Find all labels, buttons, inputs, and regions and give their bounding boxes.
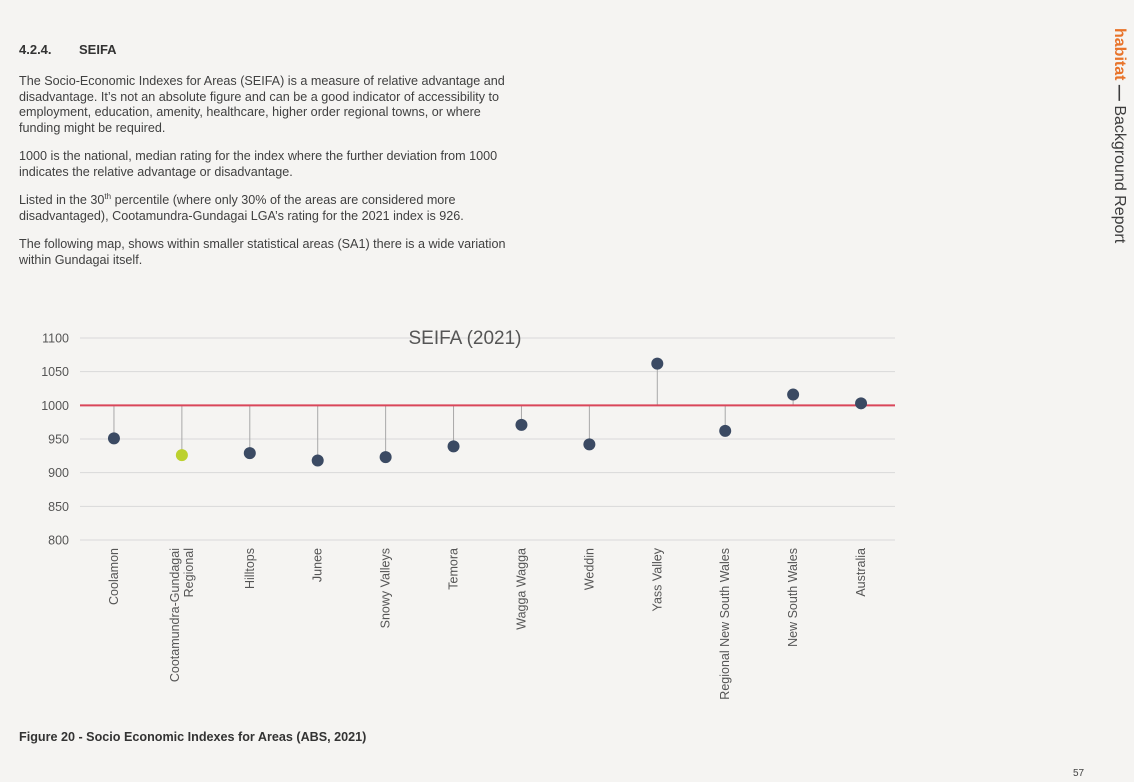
data-point: [311, 454, 324, 467]
y-tick-label: 850: [48, 500, 69, 514]
report-title: Background Report: [1111, 105, 1128, 244]
y-tick-label: 900: [48, 466, 69, 480]
y-tick-label: 800: [48, 534, 69, 548]
data-point: [175, 449, 188, 462]
brand-separator: —: [1111, 80, 1128, 106]
chart-title: SEIFA (2021): [408, 328, 521, 349]
x-category-label: Regional: [182, 548, 196, 597]
data-point: [447, 440, 460, 453]
x-category-label: Cootamundra-Gundagai: [168, 548, 182, 682]
data-point: [515, 418, 528, 431]
data-point: [855, 397, 868, 410]
data-point: [243, 447, 256, 460]
body-text: The Socio-Economic Indexes for Areas (SE…: [19, 74, 524, 281]
page-number: 57: [1073, 768, 1085, 779]
y-tick-label: 1050: [41, 365, 69, 379]
x-category-label: Regional New South Wales: [718, 548, 732, 700]
x-category-label: Weddin: [582, 548, 596, 590]
paragraph-percentile: Listed in the 30th percentile (where onl…: [19, 191, 524, 224]
percentile-text-post: percentile (where only 30% of the areas …: [19, 193, 464, 223]
side-header: habitat — Background Report: [1110, 28, 1128, 243]
figure-caption: Figure 20 - Socio Economic Indexes for A…: [19, 730, 367, 744]
x-category-label: Wagga Wagga: [514, 548, 528, 630]
data-point: [583, 438, 596, 451]
paragraph-seifa-intro: The Socio-Economic Indexes for Areas (SE…: [19, 74, 505, 135]
seifa-chart: 800 850 900 950 1000 1050 1100 SEIFA (2021) Cool…: [41, 328, 895, 700]
paragraph-median-rating: 1000 is the national, median rating for …: [19, 149, 498, 179]
data-point: [787, 388, 800, 401]
x-category-label: Junee: [311, 548, 325, 582]
section-title: SEIFA: [79, 42, 117, 57]
data-point: [107, 432, 120, 445]
data-point: [719, 424, 732, 437]
brand-logo: habitat: [1111, 28, 1128, 81]
x-category-label: Hilltops: [243, 548, 257, 589]
y-tick-label: 1000: [41, 399, 69, 413]
x-category-label: Australia: [854, 548, 868, 597]
x-category-label: Snowy Valleys: [379, 548, 393, 628]
x-category-label: Yass Valley: [650, 547, 664, 611]
x-category-label: New South Wales: [786, 548, 800, 647]
section-heading: 4.2.4. SEIFA: [19, 42, 117, 57]
x-category-label: Temora: [447, 548, 461, 590]
y-tick-label: 950: [48, 433, 69, 447]
x-category-label: Coolamon: [107, 548, 121, 605]
paragraph-map-note: The following map, shows within smaller …: [19, 237, 506, 267]
percentile-text-pre: Listed in the 30: [19, 193, 105, 207]
data-point: [379, 451, 392, 464]
percentile-superscript: th: [104, 191, 112, 201]
section-number: 4.2.4.: [19, 42, 52, 57]
data-point: [651, 357, 664, 370]
y-tick-label: 1100: [42, 332, 69, 346]
